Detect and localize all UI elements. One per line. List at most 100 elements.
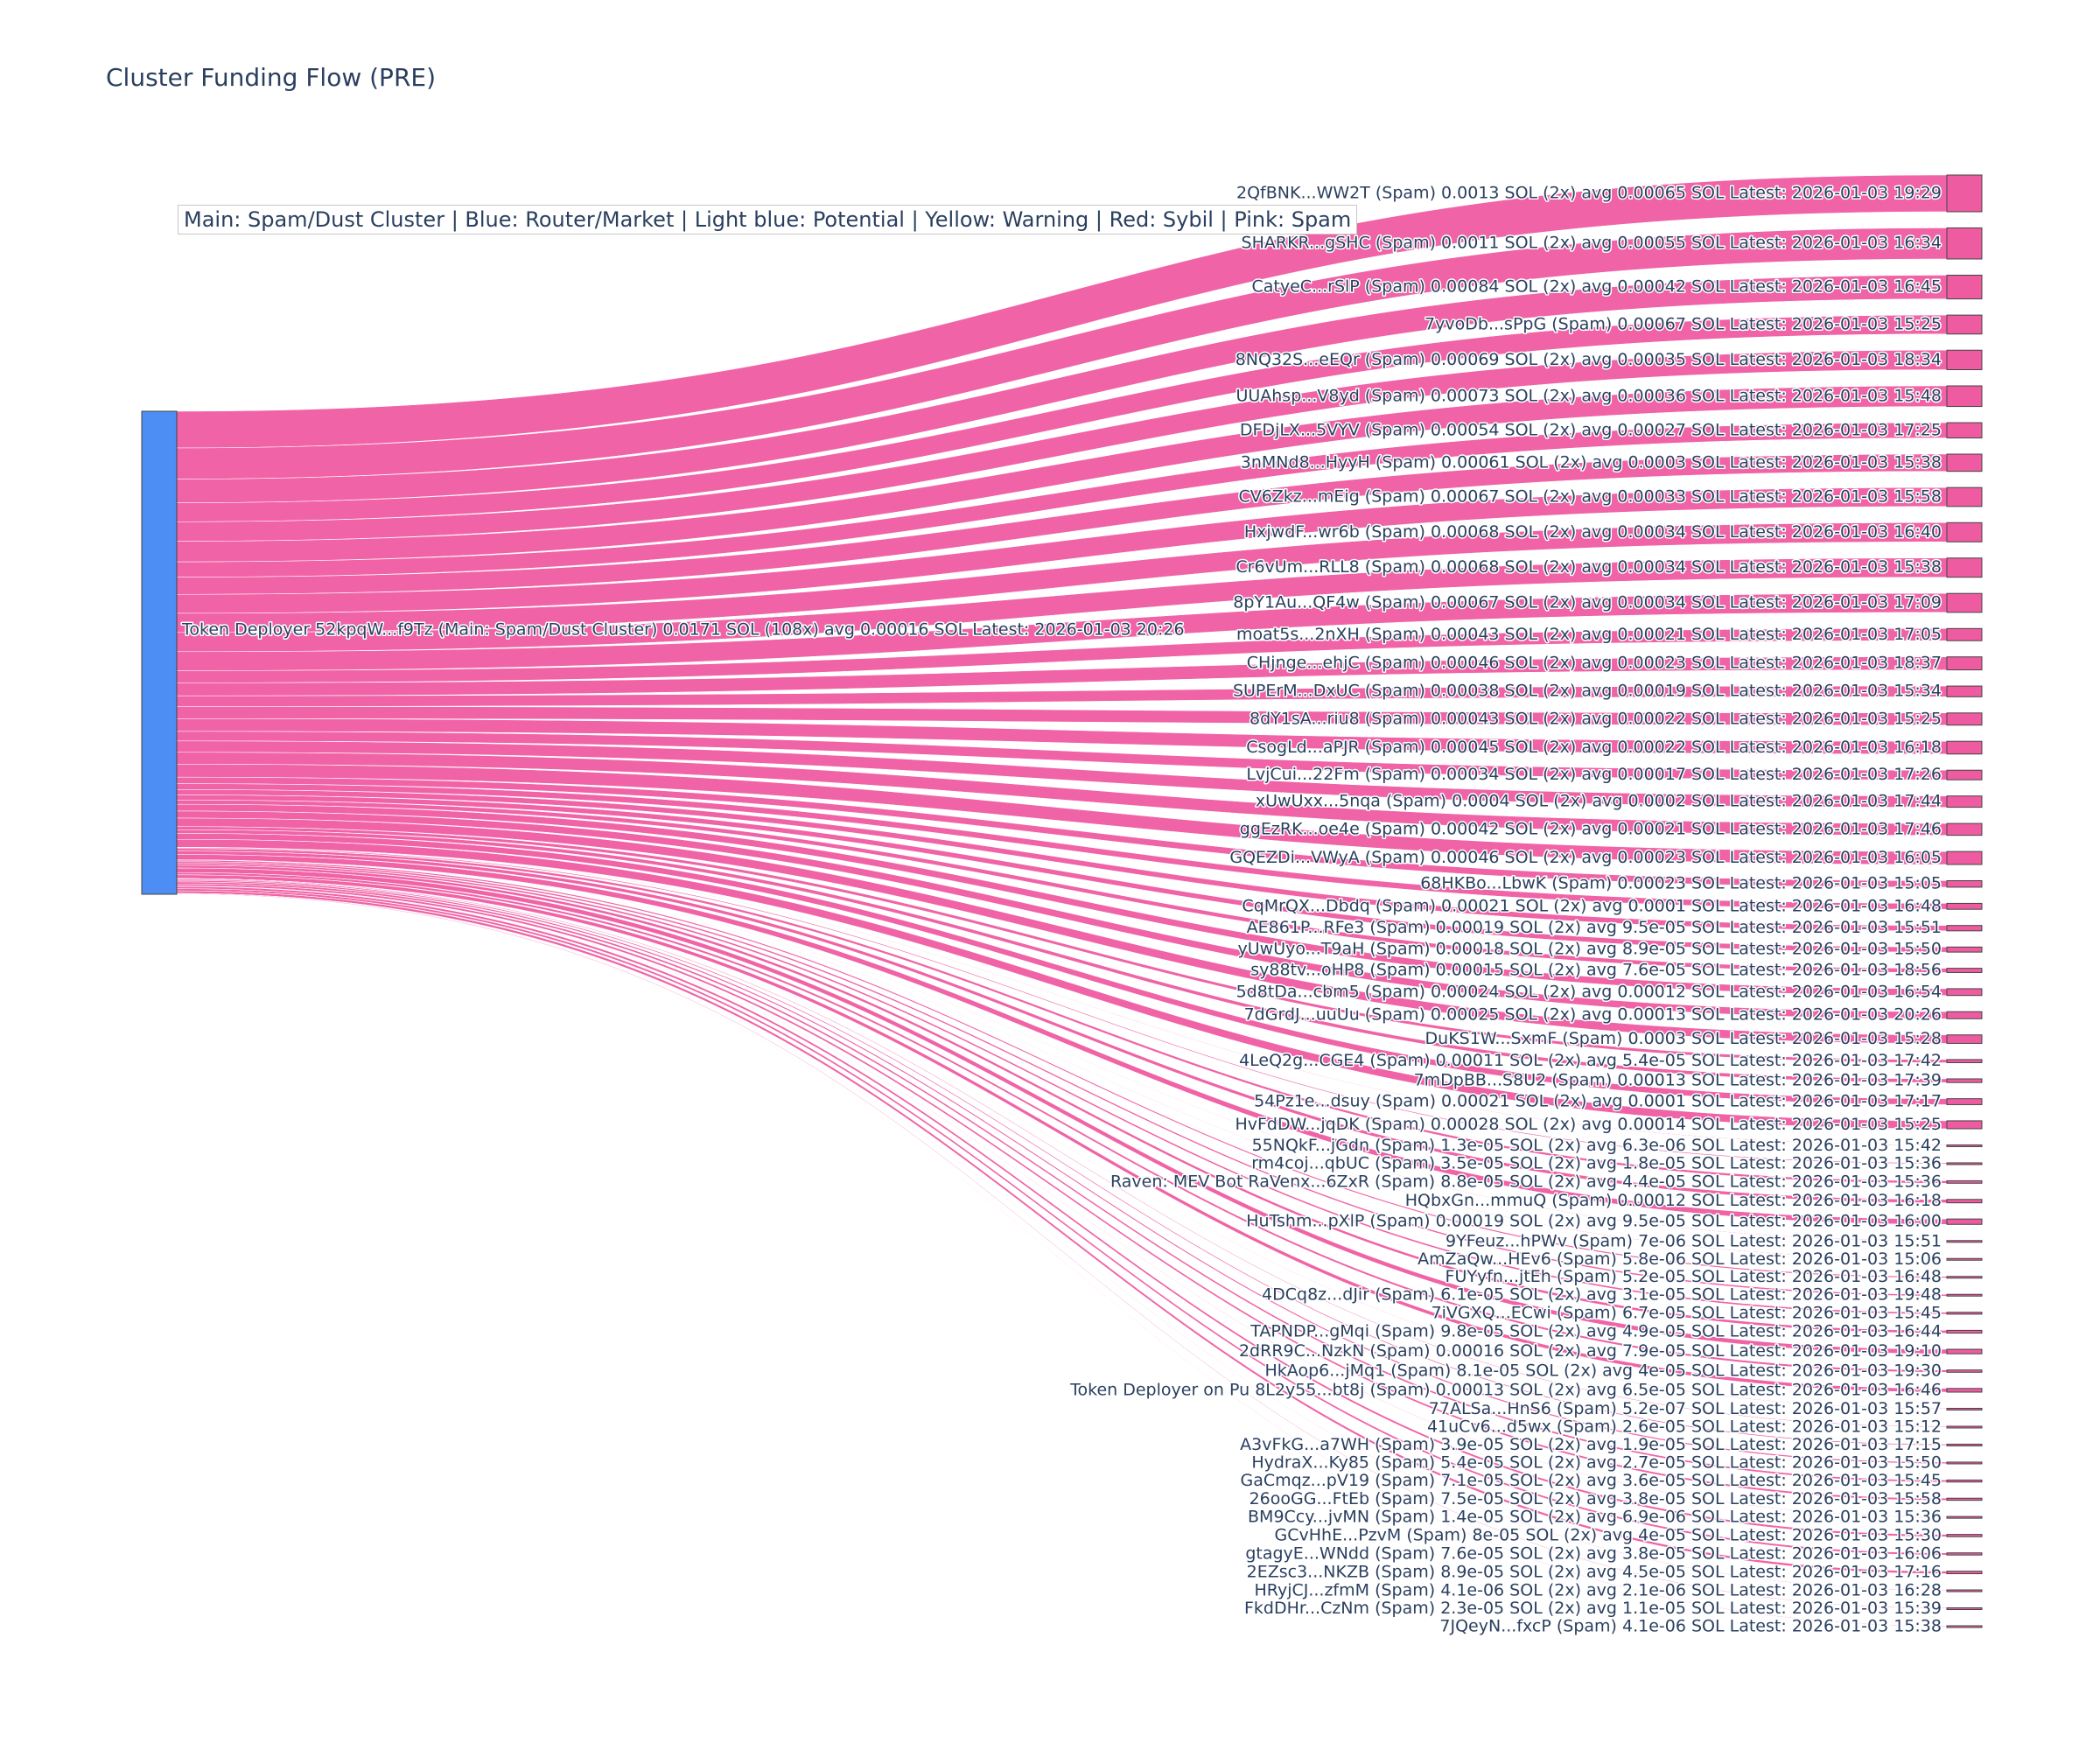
target-node-label: TAPNDP...gMqi (Spam) 9.8e-05 SOL (2x) av… (1250, 1321, 1942, 1340)
target-node[interactable] (1946, 627, 1983, 641)
target-node[interactable] (1946, 1312, 1983, 1315)
target-node[interactable] (1946, 1589, 1983, 1592)
target-node-label: CHjnge...ehjC (Spam) 0.00046 SOL (2x) av… (1247, 654, 1942, 673)
target-node-label: FkdDHr...CzNm (Spam) 2.3e-05 SOL (2x) av… (1244, 1599, 1942, 1618)
target-node[interactable] (1946, 1534, 1983, 1537)
target-node[interactable] (1946, 385, 1983, 408)
target-node[interactable] (1946, 274, 1983, 300)
target-node-label: 4LeQ2g...CGE4 (Spam) 0.00011 SOL (2x) av… (1239, 1051, 1942, 1070)
target-node[interactable] (1946, 1571, 1983, 1575)
target-node[interactable] (1946, 1348, 1983, 1354)
target-node-label: 7JQeyN...fxcP (Spam) 4.1e-06 SOL Latest:… (1439, 1617, 1942, 1636)
target-node[interactable] (1946, 946, 1983, 953)
legend-annotation: Main: Spam/Dust Cluster | Blue: Router/M… (178, 205, 1358, 234)
target-node[interactable] (1946, 902, 1983, 910)
target-node-label: 54Pz1e...dsuy (Spam) 0.00021 SOL (2x) av… (1254, 1092, 1942, 1111)
target-node-label: 2QfBNK...WW2T (Spam) 0.0013 SOL (2x) avg… (1236, 183, 1942, 202)
target-node-label: HRyjCJ...zfmM (Spam) 4.1e-06 SOL (2x) av… (1255, 1581, 1942, 1600)
target-node-label: 5d8tDa...cbm5 (Spam) 0.00024 SOL (2x) av… (1236, 982, 1942, 1001)
target-node[interactable] (1946, 740, 1983, 755)
target-node[interactable] (1946, 1369, 1983, 1373)
target-node[interactable] (1946, 422, 1983, 439)
target-node-label: 4DCq8z...dJir (Spam) 6.1e-05 SOL (2x) av… (1262, 1285, 1942, 1305)
target-node[interactable] (1946, 1625, 1983, 1628)
target-node[interactable] (1946, 1443, 1983, 1446)
target-node[interactable] (1946, 1329, 1983, 1334)
target-node[interactable] (1946, 557, 1983, 578)
target-node[interactable] (1946, 968, 1983, 973)
target-node[interactable] (1946, 1425, 1983, 1429)
target-node[interactable] (1946, 1120, 1983, 1130)
target-node[interactable] (1946, 795, 1983, 808)
target-node[interactable] (1946, 227, 1983, 260)
target-node[interactable] (1946, 1240, 1983, 1243)
target-node-label: DFDjLX...5VYV (Spam) 0.00054 SOL (2x) av… (1240, 420, 1942, 439)
target-node[interactable] (1946, 1011, 1983, 1019)
nodes-layer (141, 174, 1983, 1628)
target-node-label: CV6Zkz...mEig (Spam) 0.00067 SOL (2x) av… (1238, 486, 1942, 506)
target-node-label: 77ALSa...HnS6 (Spam) 5.2e-07 SOL Latest:… (1429, 1399, 1942, 1418)
links-layer (176, 174, 1948, 1627)
target-node[interactable] (1946, 879, 1983, 888)
target-node[interactable] (1946, 1388, 1983, 1393)
target-node[interactable] (1946, 1180, 1983, 1184)
target-node-label: Cr6vUm...RLL8 (Spam) 0.00068 SOL (2x) av… (1236, 557, 1942, 577)
target-node-label: 3nMNd8...HyyH (Spam) 0.00061 SOL (2x) av… (1241, 452, 1942, 472)
target-node[interactable] (1946, 1078, 1983, 1083)
target-node[interactable] (1946, 486, 1983, 508)
target-node-label: rm4coj...qbUC (Spam) 3.5e-05 SOL (2x) av… (1251, 1153, 1942, 1172)
target-node-label: 68HKBo...LbwK (Spam) 0.00023 SOL Latest:… (1420, 874, 1942, 893)
target-node-label: AmZaQw...HEv6 (Spam) 5.8e-06 SOL Latest:… (1418, 1250, 1942, 1269)
target-node[interactable] (1946, 1607, 1983, 1611)
target-node[interactable] (1946, 1257, 1983, 1261)
target-node-label: DuKS1W...SxmF (Spam) 0.0003 SOL Latest: … (1425, 1029, 1942, 1048)
target-node[interactable] (1946, 1199, 1983, 1204)
target-node[interactable] (1946, 1098, 1983, 1105)
target-node[interactable] (1946, 1059, 1983, 1063)
target-node[interactable] (1946, 1407, 1983, 1410)
target-node-label: HvFdDW...jqDK (Spam) 0.00028 SOL (2x) av… (1235, 1115, 1942, 1134)
target-node[interactable] (1946, 522, 1983, 542)
target-node-label: CsogLd...aPJR (Spam) 0.00045 SOL (2x) av… (1246, 738, 1942, 757)
target-node-label: LvjCui...22Fm (Spam) 0.00034 SOL (2x) av… (1246, 765, 1942, 784)
target-node-label: 2dRR9C...NzkN (Spam) 0.00016 SOL (2x) av… (1239, 1341, 1942, 1361)
target-node[interactable] (1946, 822, 1983, 836)
target-node[interactable] (1946, 712, 1983, 726)
target-node-label: 7iVGXQ...ECwi (Spam) 6.7e-05 SOL Latest:… (1432, 1303, 1942, 1322)
target-node[interactable] (1946, 1497, 1983, 1502)
target-node[interactable] (1946, 1162, 1983, 1166)
target-node-label: HQbxGn...mmuQ (Spam) 0.00012 SOL Latest:… (1405, 1191, 1942, 1210)
target-node[interactable] (1946, 1516, 1983, 1519)
target-node[interactable] (1946, 592, 1983, 613)
target-node[interactable] (1946, 925, 1983, 932)
target-node-label: moat5s...2nXH (Spam) 0.00043 SOL (2x) av… (1236, 625, 1942, 644)
target-node-label: SUPErM...DxUC (Spam) 0.00038 SOL (2x) av… (1233, 682, 1942, 701)
target-node-label: SHARKR...gSHC (Spam) 0.0011 SOL (2x) avg… (1242, 234, 1942, 253)
target-node[interactable] (1946, 1552, 1983, 1556)
target-node[interactable] (1946, 850, 1983, 865)
target-node-label: HuTshm...pXlP (Spam) 0.00019 SOL (2x) av… (1246, 1212, 1942, 1231)
target-node-label: 8pY1Au...QF4w (Spam) 0.00067 SOL (2x) av… (1233, 593, 1942, 612)
source-node[interactable] (141, 410, 178, 895)
target-node[interactable] (1946, 1144, 1983, 1147)
target-node[interactable] (1946, 349, 1983, 371)
target-node[interactable] (1946, 453, 1983, 472)
target-node-label: ggEzRK...oe4e (Spam) 0.00042 SOL (2x) av… (1240, 819, 1942, 838)
target-node[interactable] (1946, 988, 1983, 997)
target-node[interactable] (1946, 1479, 1983, 1483)
labels-layer: 2QfBNK...WW2T (Spam) 0.0013 SOL (2x) avg… (180, 182, 1943, 1637)
target-node[interactable] (1946, 769, 1983, 780)
target-node-label: HxjwdF...wr6b (Spam) 0.00068 SOL (2x) av… (1244, 522, 1942, 542)
target-node[interactable] (1946, 656, 1983, 671)
target-node[interactable] (1946, 1218, 1983, 1225)
target-node[interactable] (1946, 1034, 1983, 1044)
target-node[interactable] (1946, 1276, 1983, 1279)
target-node[interactable] (1946, 1293, 1983, 1297)
target-node[interactable] (1946, 1461, 1983, 1465)
target-node-label: 26ooGG...FtEb (Spam) 7.5e-05 SOL (2x) av… (1250, 1489, 1942, 1508)
target-node-label: CatyeC...rSlP (Spam) 0.00084 SOL (2x) av… (1251, 277, 1942, 297)
target-node[interactable] (1946, 685, 1983, 697)
target-node[interactable] (1946, 174, 1983, 213)
target-node[interactable] (1946, 314, 1983, 335)
target-node-label: CqMrQX...Dbdq (Spam) 0.00021 SOL (2x) av… (1242, 896, 1942, 915)
